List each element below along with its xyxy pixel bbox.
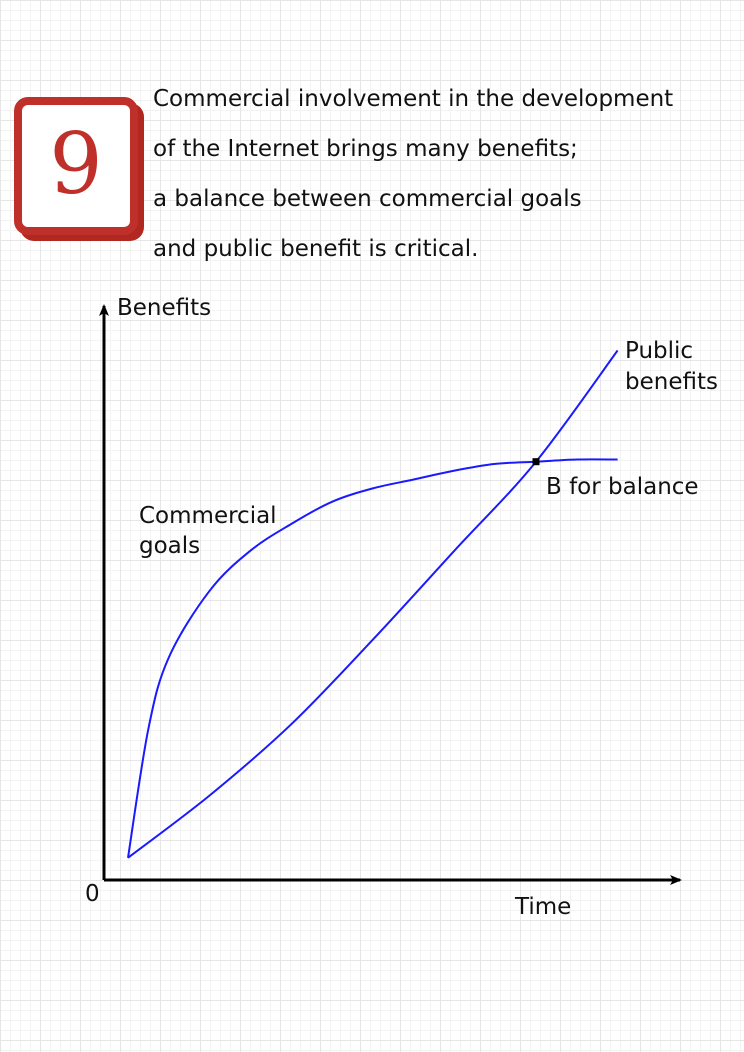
caption-line-2: of the Internet brings many benefits; (153, 136, 578, 162)
origin-label: 0 (85, 881, 100, 907)
caption-line-4: and public benefit is critical. (153, 236, 479, 262)
series-label-public-line-1: Public (625, 338, 693, 364)
series-line-commercial-goals (127, 458, 618, 858)
caption: Commercial involvement in the developmen… (153, 74, 723, 274)
x-axis-label: Time (514, 894, 571, 920)
step-number: 9 (49, 115, 103, 213)
balance-point-marker (532, 458, 540, 466)
series-label-public-line-2: benefits (625, 369, 718, 395)
series-line-public-benefits (127, 349, 619, 859)
caption-line-1: Commercial involvement in the developmen… (153, 86, 674, 112)
y-axis-label: Benefits (117, 295, 211, 321)
series-label-commercial-line-2: goals (139, 533, 200, 559)
caption-line-3: a balance between commercial goals (153, 186, 582, 212)
balance-label: B for balance (546, 474, 699, 500)
step-number-badge: 9 (14, 97, 138, 235)
series-label-commercial-line-1: Commercial (139, 503, 277, 529)
